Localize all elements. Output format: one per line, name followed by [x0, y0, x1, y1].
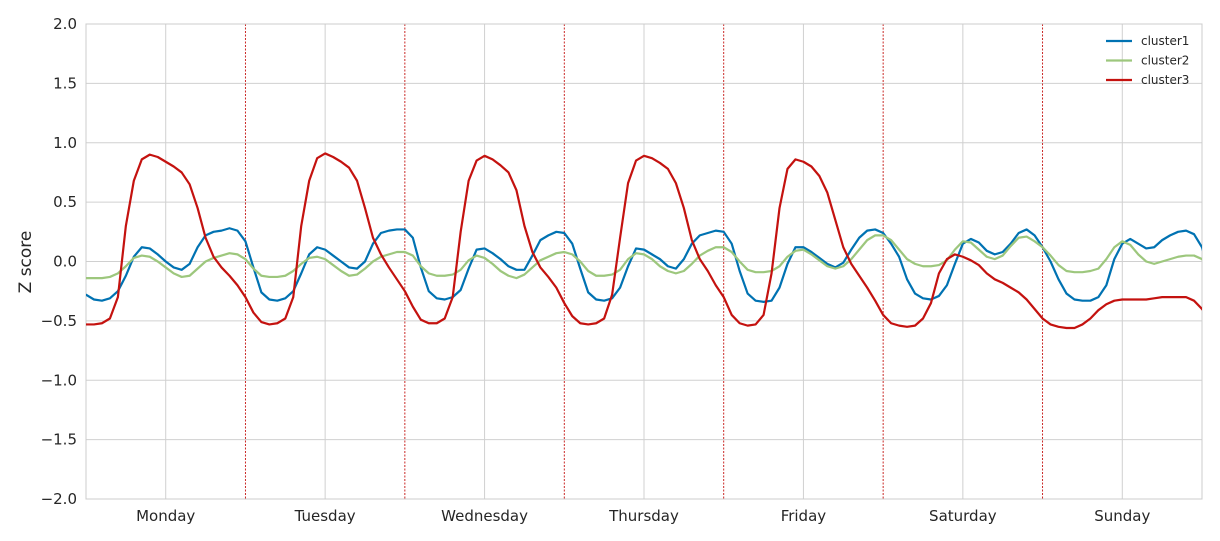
- y-tick-label: 2.0: [53, 15, 77, 33]
- y-tick-label: 1.0: [53, 134, 77, 152]
- plot-area-frame: [85, 23, 1203, 500]
- y-tick-label: −2.0: [41, 490, 77, 508]
- x-tick-label: Sunday: [1094, 507, 1150, 525]
- y-tick-label: −1.0: [41, 371, 77, 389]
- grid-lines: [86, 23, 1202, 500]
- x-tick-label: Tuesday: [294, 507, 356, 525]
- legend-label: cluster1: [1141, 34, 1189, 48]
- series-line-cluster2: [86, 234, 1202, 280]
- y-tick-label: −1.5: [41, 431, 77, 449]
- x-axis-ticks: Monday Tuesday Wednesday Thursday Friday Satu…: [136, 507, 1150, 525]
- y-tick-label: −0.5: [41, 312, 77, 330]
- series-line-cluster3: [86, 152, 1202, 330]
- y-axis-ticks: −2.0 −1.5 −1.0 −0.5 0.0 0.5 1.0 1.5 2.0: [41, 15, 77, 508]
- series-lines: [86, 152, 1202, 330]
- series-line-cluster1: [86, 227, 1202, 303]
- legend-item-cluster3: cluster3: [1106, 73, 1189, 87]
- x-tick-label: Friday: [781, 507, 827, 525]
- legend-item-cluster2: cluster2: [1106, 54, 1189, 68]
- day-boundary-lines: [244, 24, 1044, 499]
- y-tick-label: 1.5: [53, 74, 77, 92]
- legend-item-cluster1: cluster1: [1106, 34, 1189, 48]
- legend-label: cluster3: [1141, 73, 1189, 87]
- y-axis-title: Z score: [16, 231, 36, 294]
- x-tick-label: Monday: [136, 507, 195, 525]
- y-tick-label: 0.5: [53, 193, 77, 211]
- x-tick-label: Saturday: [929, 507, 997, 525]
- x-tick-label: Wednesday: [441, 507, 528, 525]
- x-tick-label: Thursday: [608, 507, 679, 525]
- legend: cluster1 cluster2 cluster3: [1106, 34, 1189, 87]
- legend-label: cluster2: [1141, 54, 1189, 68]
- y-tick-label: 0.0: [53, 253, 77, 271]
